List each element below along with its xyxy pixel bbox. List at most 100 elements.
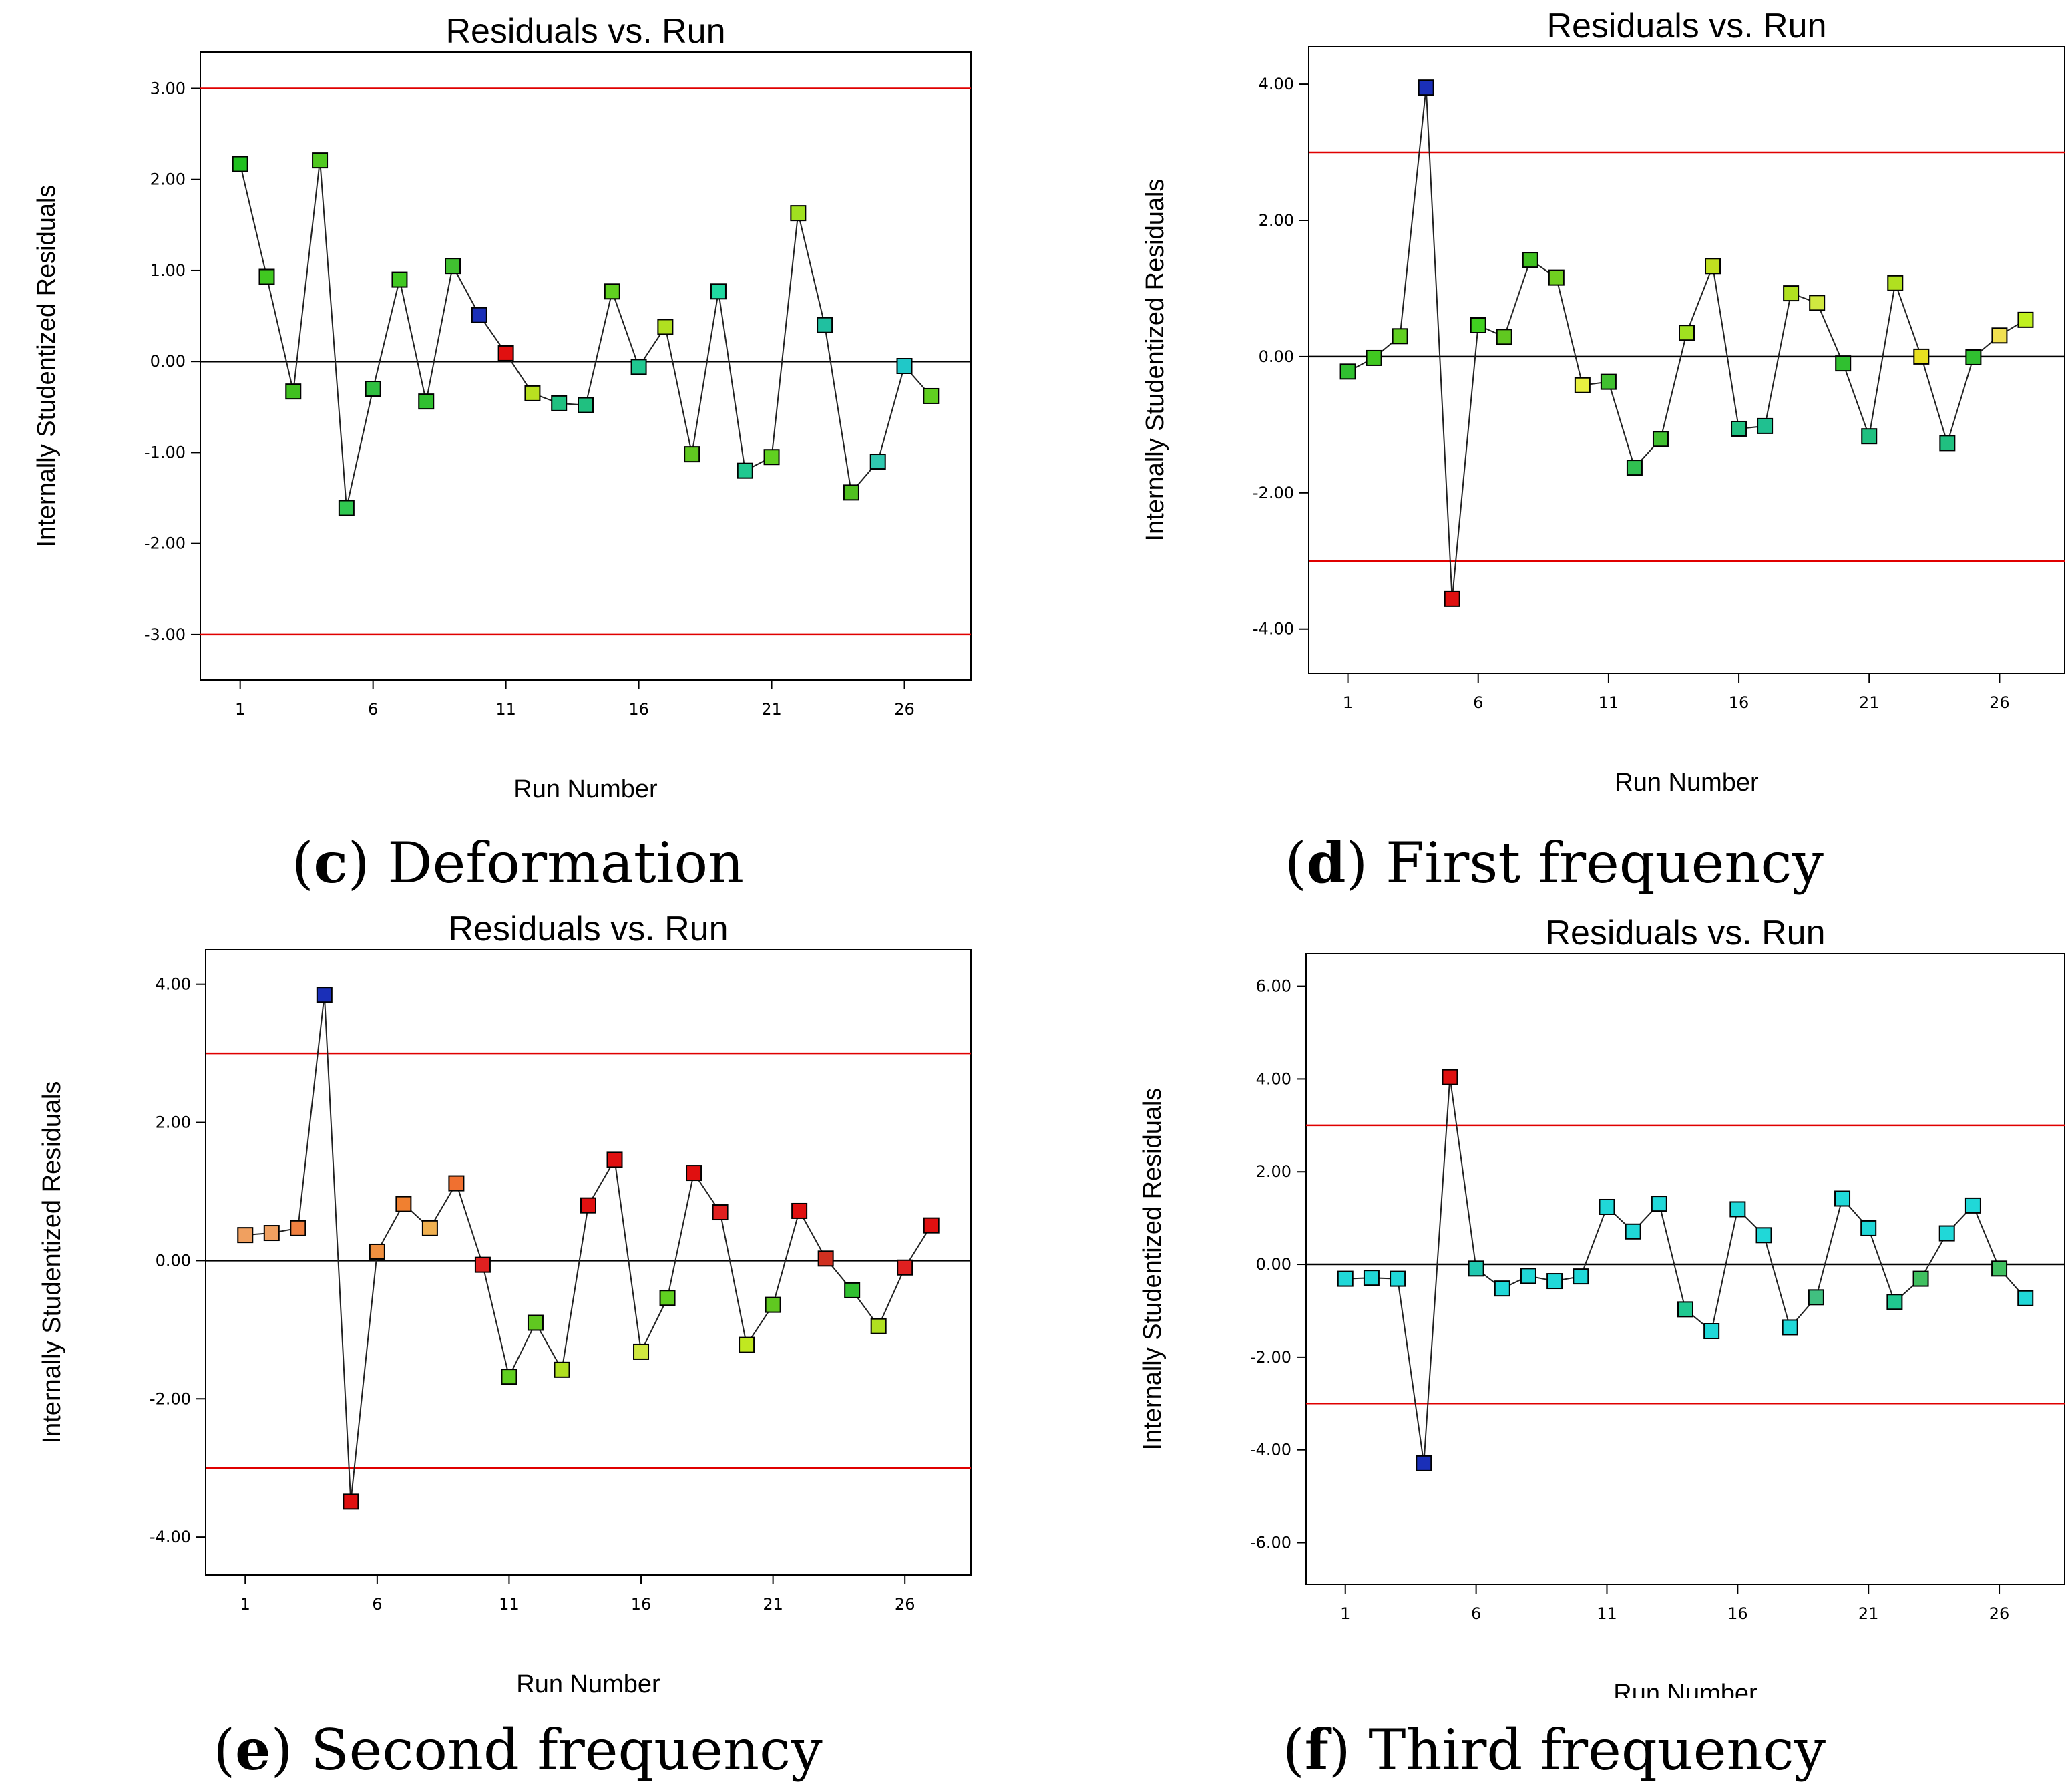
caption-f: (f) Third frequency xyxy=(1282,1717,1826,1783)
data-point xyxy=(285,383,302,400)
y-tick-label: 4.00 xyxy=(1256,1069,1291,1088)
data-point xyxy=(710,283,727,300)
data-point xyxy=(790,205,807,222)
y-tick-label: 2.00 xyxy=(150,170,186,189)
y-tick-label: 4.00 xyxy=(156,975,191,994)
data-point xyxy=(923,1217,940,1234)
data-point xyxy=(1546,1273,1563,1290)
data-point xyxy=(1651,1196,1667,1212)
x-axis-label: Run Number xyxy=(513,775,658,801)
data-point xyxy=(870,1318,887,1334)
y-tick-label: 3.00 xyxy=(150,79,186,98)
plot-frame xyxy=(200,51,972,681)
data-point xyxy=(1363,1270,1380,1286)
chart-third-frequency: Residuals vs. Run 6.00 4.00 2.00 0.00 -2.00 -4… xyxy=(1138,914,2065,1698)
x-tick-label: 1 xyxy=(1343,693,1353,712)
data-point xyxy=(765,1296,781,1313)
data-point xyxy=(527,1314,544,1331)
y-tick-label: 1.00 xyxy=(150,261,186,280)
data-point xyxy=(1860,1220,1877,1236)
panel-d: Residuals vs. Run 4.00 2.00 0.00 -2.00 -4.00 1… xyxy=(1036,0,2072,896)
data-point xyxy=(395,1196,412,1212)
x-axis-label: Run Number xyxy=(1615,769,1759,797)
data-point xyxy=(791,1202,808,1219)
x-tick-label: 1 xyxy=(235,700,245,719)
x-tick-label: 26 xyxy=(895,1595,915,1614)
x-tick-label: 11 xyxy=(1597,1604,1617,1623)
data-point xyxy=(1912,1270,1929,1287)
data-point xyxy=(1731,420,1747,437)
x-tick-label: 11 xyxy=(499,1595,520,1614)
chart-title: Residuals vs. Run xyxy=(448,910,728,948)
data-point xyxy=(684,446,700,463)
y-tick-label: 2.00 xyxy=(1259,211,1294,230)
data-point xyxy=(843,484,859,501)
data-point xyxy=(923,387,940,404)
data-point xyxy=(1625,1223,1641,1240)
x-tick-label: 21 xyxy=(1858,1604,1879,1623)
data-point xyxy=(1442,1069,1458,1085)
data-point xyxy=(316,987,333,1003)
data-point xyxy=(686,1165,702,1182)
x-tick-label: 21 xyxy=(1859,693,1880,712)
y-tick-label: -4.00 xyxy=(1253,620,1294,639)
y-tick-label: -3.00 xyxy=(144,625,186,644)
y-axis-label: Internally Studentized Residuals xyxy=(38,1081,66,1444)
panel-e: Residuals vs. Run 4.00 2.00 0.00 -2.00 -4.00 1… xyxy=(0,896,1036,1792)
y-tick-label: 0.00 xyxy=(156,1251,191,1270)
x-tick-label: 11 xyxy=(1599,693,1619,712)
x-tick-label: 26 xyxy=(1989,693,2010,712)
data-point xyxy=(2017,311,2034,328)
x-tick-label: 6 xyxy=(1471,1604,1481,1623)
y-tick-label: -2.00 xyxy=(1253,484,1294,502)
y-tick-label: -4.00 xyxy=(1250,1441,1291,1459)
x-tick-label: 16 xyxy=(1729,693,1749,712)
x-tick-label: 6 xyxy=(368,700,378,719)
data-point xyxy=(1861,428,1878,445)
data-point xyxy=(1991,1260,2008,1277)
data-point xyxy=(258,268,275,285)
data-point xyxy=(418,393,435,410)
data-point xyxy=(712,1204,729,1221)
data-point xyxy=(290,1220,306,1236)
data-point xyxy=(237,1227,254,1244)
data-point xyxy=(1599,1198,1615,1215)
data-point xyxy=(391,271,408,288)
data-point xyxy=(1705,258,1721,275)
x-tick-label: 1 xyxy=(1340,1604,1350,1623)
x-tick-label: 21 xyxy=(763,1595,783,1614)
caption-text: First frequency xyxy=(1385,830,1824,896)
data-point xyxy=(1339,363,1356,380)
y-axis-label: Internally Studentized Residuals xyxy=(33,185,61,548)
plot-frame xyxy=(1305,953,2065,1585)
data-point xyxy=(1755,1227,1772,1244)
data-point xyxy=(1468,1260,1484,1277)
data-point xyxy=(844,1282,861,1298)
caption-letter: f xyxy=(1304,1717,1329,1783)
caption-text: Deformation xyxy=(387,830,745,896)
x-tick-label: 6 xyxy=(372,1595,382,1614)
chart-title: Residuals vs. Run xyxy=(1546,7,1826,45)
data-point xyxy=(1337,1270,1354,1287)
data-point xyxy=(817,1250,834,1267)
caption-d: (d) First frequency xyxy=(1284,830,1824,896)
data-point xyxy=(1366,349,1382,366)
y-tick-label: -2.00 xyxy=(1250,1348,1291,1367)
data-point xyxy=(1522,252,1538,268)
data-point xyxy=(1444,590,1460,607)
data-point xyxy=(421,1220,438,1236)
data-point xyxy=(1782,1319,1798,1336)
data-point xyxy=(659,1290,676,1306)
data-point xyxy=(1496,329,1512,345)
x-axis-label: Run Number xyxy=(1613,1680,1757,1698)
data-point xyxy=(1418,79,1434,96)
x-axis-label: Run Number xyxy=(516,1670,660,1698)
y-axis-label: Internally Studentized Residuals xyxy=(1138,1088,1167,1451)
y-tick-label: -1.00 xyxy=(144,443,186,462)
chart-deformation: Residuals vs. Run 3.00 2.00 1.00 0.00 -1.00 -2… xyxy=(33,12,972,801)
data-point xyxy=(1886,1294,1903,1310)
data-point xyxy=(1887,275,1904,291)
chart-title: Residuals vs. Run xyxy=(1545,914,1825,952)
y-tick-label: -2.00 xyxy=(144,534,186,553)
data-point xyxy=(312,152,329,169)
